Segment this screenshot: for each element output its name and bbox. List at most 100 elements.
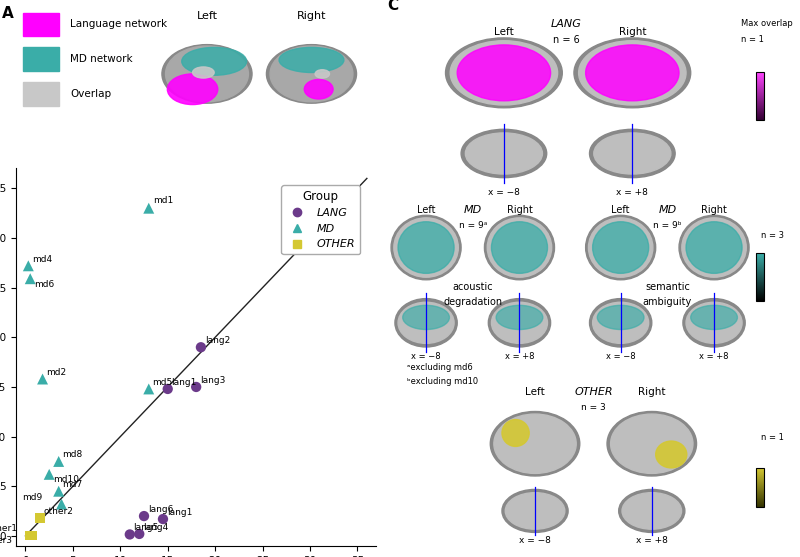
Text: x = −8: x = −8 <box>411 353 441 361</box>
Text: ambiguity: ambiguity <box>642 297 692 307</box>
Ellipse shape <box>683 299 745 347</box>
Ellipse shape <box>690 305 738 330</box>
Text: other1: other1 <box>0 525 18 534</box>
Point <box>142 384 155 393</box>
Text: md8: md8 <box>62 451 82 460</box>
Text: ᵃexcluding md6: ᵃexcluding md6 <box>406 363 472 372</box>
Ellipse shape <box>395 299 458 347</box>
Point <box>22 261 34 270</box>
Point <box>52 487 65 496</box>
Ellipse shape <box>586 45 679 101</box>
Text: LANG: LANG <box>550 19 582 29</box>
Bar <box>23 82 59 106</box>
Ellipse shape <box>398 222 454 273</box>
Text: C: C <box>387 0 398 13</box>
Point <box>24 531 37 540</box>
Text: Right: Right <box>638 387 666 397</box>
Text: md2: md2 <box>46 368 66 377</box>
Text: md4: md4 <box>32 255 52 264</box>
Text: lang6: lang6 <box>148 505 173 514</box>
Text: lang1: lang1 <box>171 378 197 387</box>
Ellipse shape <box>598 305 644 330</box>
Point <box>133 530 146 539</box>
Text: md7: md7 <box>62 480 82 489</box>
Point <box>157 515 170 524</box>
Text: Left: Left <box>197 11 218 21</box>
Text: Right: Right <box>297 11 326 21</box>
Ellipse shape <box>182 47 246 75</box>
Point <box>52 457 65 466</box>
Ellipse shape <box>394 218 458 277</box>
Text: n = 3: n = 3 <box>761 231 784 241</box>
Legend: LANG, MD, OTHER: LANG, MD, OTHER <box>282 185 360 254</box>
Ellipse shape <box>458 45 550 101</box>
Text: n = 6: n = 6 <box>553 35 579 45</box>
Ellipse shape <box>578 41 686 105</box>
Text: x = −8: x = −8 <box>606 353 635 361</box>
Ellipse shape <box>446 38 562 108</box>
Text: other2: other2 <box>43 507 74 516</box>
Ellipse shape <box>485 216 554 280</box>
Ellipse shape <box>491 222 547 273</box>
Text: x = +8: x = +8 <box>699 353 729 361</box>
Ellipse shape <box>166 46 249 102</box>
Ellipse shape <box>304 80 333 99</box>
Text: Left: Left <box>611 204 630 214</box>
Text: x = +8: x = +8 <box>616 188 648 197</box>
Text: Left: Left <box>417 204 435 214</box>
Ellipse shape <box>391 216 461 280</box>
Ellipse shape <box>266 45 357 103</box>
Ellipse shape <box>622 492 682 529</box>
Text: x = −8: x = −8 <box>519 536 551 545</box>
Point <box>42 470 55 479</box>
Ellipse shape <box>162 45 252 103</box>
Text: MD network: MD network <box>70 54 133 64</box>
Text: A: A <box>2 6 14 21</box>
Ellipse shape <box>589 218 653 277</box>
Point <box>194 343 207 351</box>
Ellipse shape <box>586 216 656 280</box>
Ellipse shape <box>679 216 749 280</box>
Text: other3: other3 <box>0 536 13 545</box>
Text: md1: md1 <box>154 196 174 205</box>
Ellipse shape <box>461 129 546 178</box>
Ellipse shape <box>686 222 742 273</box>
Text: x = +8: x = +8 <box>505 353 534 361</box>
Ellipse shape <box>466 133 542 174</box>
Point <box>162 384 174 393</box>
Text: n = 9ᵃ: n = 9ᵃ <box>458 221 487 229</box>
Ellipse shape <box>610 414 693 473</box>
Text: md6: md6 <box>34 280 54 289</box>
Ellipse shape <box>593 302 649 343</box>
Ellipse shape <box>656 441 687 468</box>
Ellipse shape <box>491 302 547 343</box>
Text: md5: md5 <box>153 378 173 387</box>
Bar <box>23 47 59 71</box>
Text: Right: Right <box>506 204 533 214</box>
Text: n = 1: n = 1 <box>742 35 764 44</box>
Text: lang3: lang3 <box>200 376 226 385</box>
Text: n = 9ᵇ: n = 9ᵇ <box>653 221 682 229</box>
Ellipse shape <box>167 74 218 105</box>
Point <box>123 530 136 539</box>
Ellipse shape <box>502 419 530 446</box>
Text: Language network: Language network <box>70 19 167 30</box>
Ellipse shape <box>682 218 746 277</box>
Text: Right: Right <box>701 204 727 214</box>
Point <box>138 512 150 521</box>
Ellipse shape <box>590 129 675 178</box>
Ellipse shape <box>402 305 450 330</box>
Text: lang4: lang4 <box>143 523 168 532</box>
Ellipse shape <box>398 302 454 343</box>
Text: Right: Right <box>618 27 646 37</box>
Ellipse shape <box>594 133 671 174</box>
Point <box>26 531 38 540</box>
Ellipse shape <box>193 67 214 78</box>
Ellipse shape <box>607 412 697 476</box>
Point <box>55 500 68 509</box>
Ellipse shape <box>593 222 649 273</box>
Point <box>190 383 202 392</box>
Text: md9: md9 <box>22 493 42 502</box>
Text: md10: md10 <box>53 475 79 484</box>
Text: lang1: lang1 <box>166 508 192 517</box>
